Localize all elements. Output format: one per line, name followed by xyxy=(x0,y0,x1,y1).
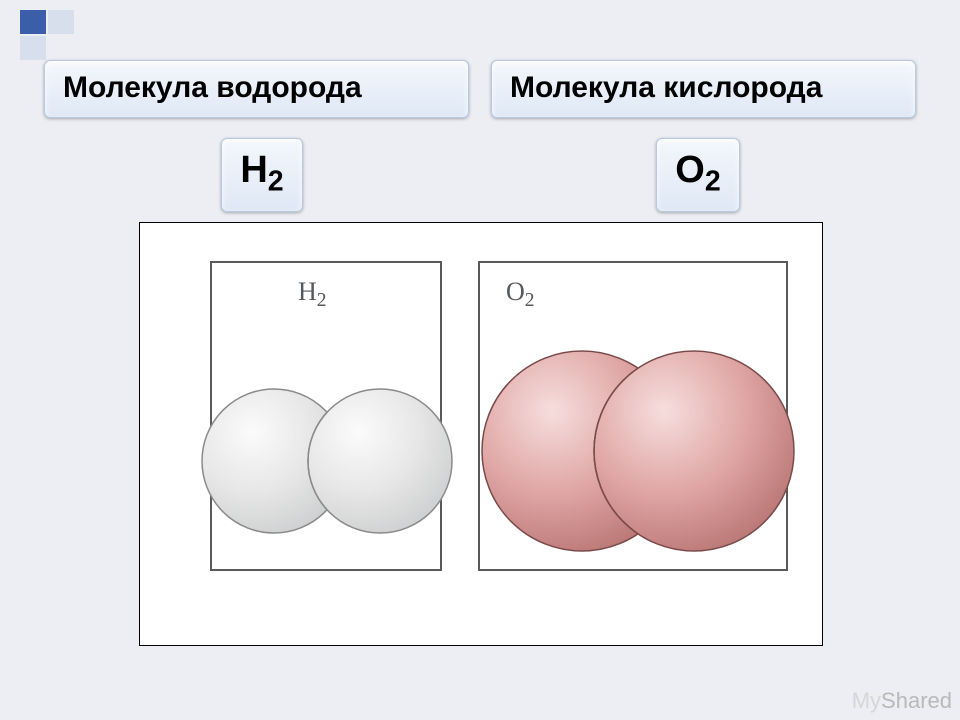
atom-o-right xyxy=(594,351,794,551)
title-right: Молекула кислорода xyxy=(491,60,916,118)
title-left-text: Молекула водорода xyxy=(63,71,362,104)
panel-h2: H2 xyxy=(210,261,442,571)
title-left: Молекула водорода xyxy=(44,60,469,118)
formula-left-sub: 2 xyxy=(268,166,284,198)
molecule-h2 xyxy=(212,263,444,573)
title-row: Молекула водорода Молекула кислорода xyxy=(44,60,916,118)
formula-col-right: О2 xyxy=(480,138,916,212)
diagram-container: H2 O2 xyxy=(139,222,823,646)
accent-sq-2 xyxy=(48,10,74,34)
watermark-prefix: My xyxy=(852,688,881,713)
atom-h-right xyxy=(308,389,452,533)
title-right-text: Молекула кислорода xyxy=(510,71,822,104)
formula-left: Н2 xyxy=(221,138,302,212)
accent-sq-1 xyxy=(20,10,46,34)
panel-o2: O2 xyxy=(478,261,788,571)
formula-right: О2 xyxy=(656,138,739,212)
molecule-o2 xyxy=(480,263,790,573)
formula-left-base: Н xyxy=(240,149,267,191)
accent-sq-3 xyxy=(20,36,46,60)
formula-right-sub: 2 xyxy=(705,166,721,198)
formula-right-base: О xyxy=(675,149,705,191)
watermark: MyShared xyxy=(852,688,952,714)
formula-row: Н2 О2 xyxy=(44,138,916,212)
formula-col-left: Н2 xyxy=(44,138,480,212)
watermark-suffix: Shared xyxy=(881,688,952,713)
slide: Молекула водорода Молекула кислорода Н2 … xyxy=(0,0,960,720)
